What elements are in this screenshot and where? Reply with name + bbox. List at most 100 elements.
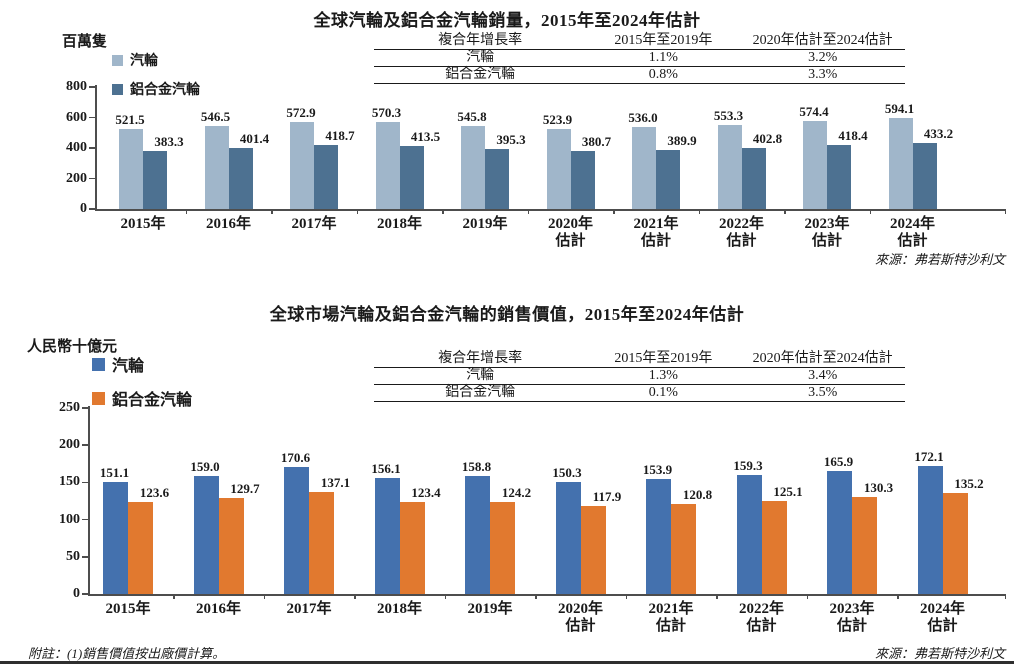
legend-label: 汽輪: [130, 54, 158, 69]
y-tick-label: 600: [66, 109, 87, 125]
cagr-cell: 3.2%: [808, 50, 838, 65]
bar-value-label: 553.3: [713, 107, 744, 123]
bar: [827, 470, 852, 594]
x-tick-mark: [716, 594, 718, 599]
bar: [399, 145, 424, 209]
bar-value-label: 572.9: [286, 104, 316, 120]
x-tick-mark: [354, 594, 356, 599]
bar: [656, 149, 680, 209]
y-axis-line: [88, 406, 90, 596]
y-tick-mark: [82, 518, 88, 521]
bar: [485, 148, 509, 209]
cagr-cell: 0.8%: [648, 67, 678, 82]
legend: 汽輪 鋁合金汽輪: [112, 50, 200, 108]
legend-item: 鋁合金汽輪: [92, 386, 192, 410]
bar-value-label: 594.1: [884, 101, 915, 117]
bar: [204, 125, 229, 209]
bar-value-label: 570.3: [371, 105, 402, 121]
bar: [671, 504, 696, 594]
x-axis-label: 2019年: [467, 601, 513, 617]
bar-value-label: 159.3: [733, 458, 763, 474]
bar-value-label: 165.9: [823, 453, 854, 469]
y-axis-line: [95, 85, 97, 211]
y-tick-label: 150: [59, 474, 80, 490]
bar-value-label: 536.0: [628, 110, 658, 126]
bar-value-label: 117.9: [592, 489, 622, 505]
x-axis-label: 2017年: [291, 216, 337, 232]
y-axis-unit-label: 百萬隻: [62, 34, 108, 50]
bar: [761, 500, 787, 594]
cagr-header-row: 複合年增長率 2015年至2019年 2020年估計至2024估計: [374, 351, 905, 368]
x-axis-line: [95, 209, 1006, 211]
bar-value-label: 418.4: [838, 128, 868, 144]
x-axis-label-line: 估計: [897, 233, 928, 249]
bar: [284, 467, 309, 594]
bar-value-label: 401.4: [239, 130, 270, 146]
x-axis-label: 2022年 估計: [716, 601, 808, 635]
bar-value-label: 523.9: [542, 112, 573, 128]
y-tick-mark: [89, 86, 95, 88]
bar: [490, 501, 515, 594]
cagr-cell: 2015年至2019年: [614, 351, 713, 366]
x-tick-mark: [356, 209, 359, 214]
bar: [119, 129, 143, 209]
x-axis-label-line: 2023年: [804, 216, 850, 232]
y-tick-label: 200: [59, 437, 80, 453]
y-tick-mark: [82, 444, 88, 446]
cagr-cell: 3.4%: [808, 368, 838, 383]
bar: [290, 121, 314, 209]
y-tick-label: 0: [73, 586, 80, 601]
cagr-row: 汽輪 1.1% 3.2%: [374, 50, 905, 67]
bar-value-label: 395.3: [496, 131, 526, 147]
cagr-cell: 3.5%: [808, 385, 838, 400]
x-axis-label-line: 估計: [927, 618, 958, 634]
bar: [465, 475, 490, 594]
bar-value-label: 137.1: [320, 474, 351, 490]
legend-color-swatch: [92, 357, 105, 371]
bar-value-label: 521.5: [115, 112, 145, 128]
bar-value-label: 135.2: [954, 476, 984, 492]
bar: [374, 477, 400, 594]
bar: [375, 122, 400, 209]
y-tick-mark: [89, 177, 95, 180]
y-axis-unit-label: 人民幣十億元: [27, 339, 118, 355]
x-axis-label-line: 2024年: [919, 601, 965, 617]
x-axis-label: 2019年: [462, 216, 508, 232]
x-axis-label-line: 估計: [811, 233, 842, 249]
bar: [555, 482, 581, 594]
bar-value-label: 150.3: [552, 465, 582, 481]
x-axis-label: 2018年: [376, 216, 422, 232]
bar: [143, 150, 167, 209]
legend-label: 汽輪: [112, 358, 145, 375]
source-note: 來源：弗若斯特沙利文: [874, 646, 1005, 661]
bar: [942, 493, 968, 594]
cagr-cell: 汽輪: [466, 368, 495, 383]
cagr-row: 汽輪 1.3% 3.4%: [374, 368, 905, 385]
source-note: 來源：弗若斯特沙利文: [874, 252, 1005, 267]
x-axis-label: 2021年 估計: [610, 216, 702, 250]
y-tick-mark: [82, 593, 88, 595]
chart-title: 全球汽輪及鋁合金汽輪銷量，2015年至2024年估計: [313, 11, 701, 30]
bar: [852, 497, 877, 594]
bar-value-label: 545.8: [457, 108, 487, 124]
legend-item: 汽輪: [112, 50, 200, 70]
x-tick-mark: [527, 209, 530, 214]
x-axis-label-line: 2022年: [718, 216, 764, 232]
legend-color-swatch: [92, 391, 105, 405]
bar: [103, 481, 128, 594]
x-axis-label-line: 2020年: [547, 216, 593, 232]
y-tick-mark: [89, 208, 95, 210]
bar-value-label: 380.7: [581, 133, 612, 149]
bar-value-label: 413.5: [410, 128, 441, 144]
legend-item: 汽輪: [92, 352, 192, 376]
bar-value-label: 120.8: [682, 487, 713, 503]
bar-value-label: 153.9: [642, 462, 673, 478]
x-axis-label: 2017年: [286, 601, 332, 617]
bar-value-label: 151.1: [99, 464, 130, 480]
bar-value-label: 172.1: [914, 448, 944, 464]
y-tick-mark: [82, 481, 88, 484]
